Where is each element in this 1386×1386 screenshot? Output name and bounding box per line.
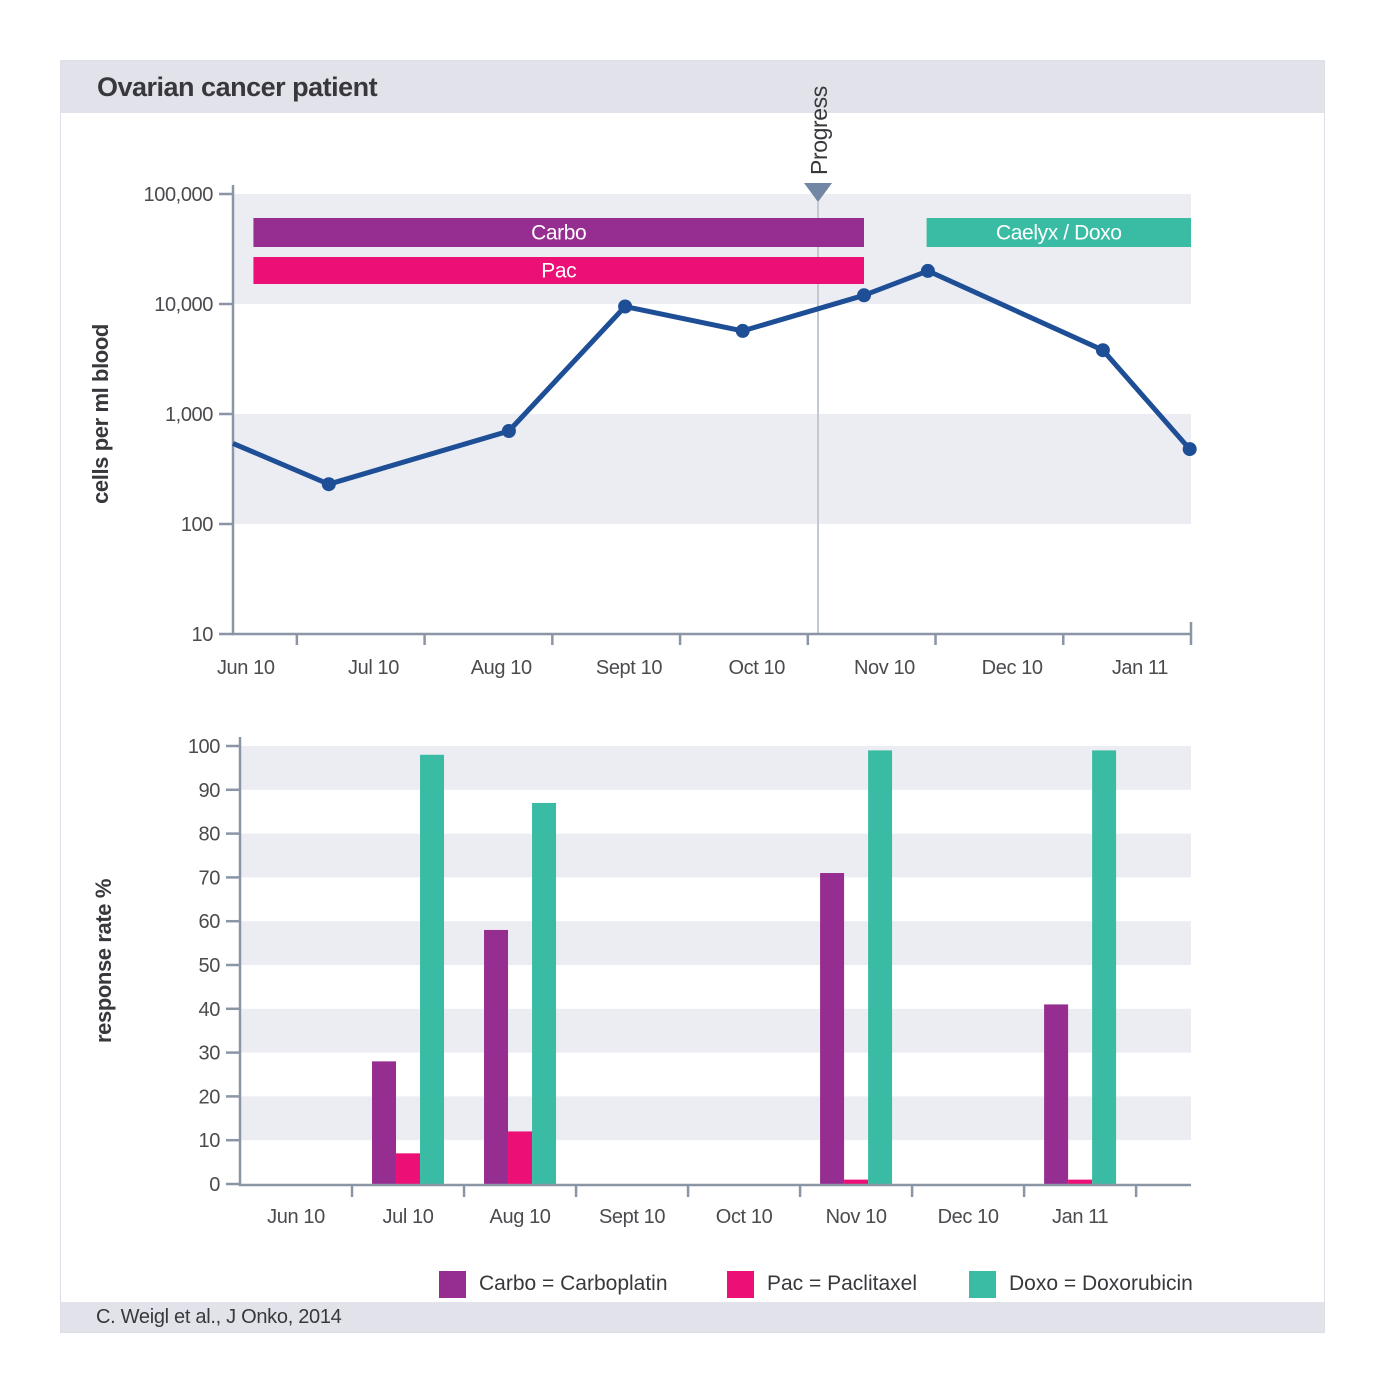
y-tick-label: 10 xyxy=(199,1130,221,1152)
citation-text: C. Weigl et al., J Onko, 2014 xyxy=(96,1306,342,1328)
legend-swatch-carbo-icon xyxy=(439,1270,466,1298)
legend-item-doxo: Doxo = Doxorubicin xyxy=(969,1270,1193,1298)
treatment-bar-label: Caelyx / Doxo xyxy=(996,222,1122,245)
bar-doxo-Jul10 xyxy=(420,754,445,1184)
data-point xyxy=(618,299,633,314)
bar-doxo-Jan11 xyxy=(1092,750,1117,1184)
bar-doxo-Aug10 xyxy=(532,802,557,1184)
plot-stripe xyxy=(240,1096,1191,1141)
x-tick-label: Nov 10 xyxy=(854,657,915,679)
x-tick-label: Oct 10 xyxy=(716,1206,773,1228)
data-point xyxy=(1182,442,1197,457)
y-tick-label: 70 xyxy=(199,867,221,889)
y-tick-label: 100 xyxy=(181,514,213,536)
x-tick-label: Dec 10 xyxy=(982,657,1043,679)
data-point xyxy=(857,288,871,303)
data-point xyxy=(1095,343,1110,358)
x-tick-label: Dec 10 xyxy=(938,1206,999,1228)
x-tick-label: Jun 10 xyxy=(217,657,275,679)
y-tick-label: 60 xyxy=(199,911,221,933)
figure-title: Ovarian cancer patient xyxy=(97,72,378,102)
x-tick-label: Jan 11 xyxy=(1052,1206,1108,1228)
plot-stripe xyxy=(240,746,1191,790)
plot-stripe xyxy=(240,833,1191,878)
y-tick-label: 80 xyxy=(199,824,221,846)
y-tick-label: 10 xyxy=(192,624,214,646)
data-point xyxy=(920,263,935,278)
bar-carbo-Jan11 xyxy=(1044,1004,1069,1184)
ctc-line-chart: Progress Carbo Pac Caelyx / Doxo 100,000 10,0… xyxy=(88,86,1197,679)
treatment-bar-label: Carbo xyxy=(531,222,586,245)
legend-label-pac: Pac = Paclitaxel xyxy=(767,1272,917,1295)
legend-label-carbo: Carbo = Carboplatin xyxy=(479,1272,668,1295)
x-tick-label: Jun 10 xyxy=(267,1206,325,1228)
data-point xyxy=(735,323,750,338)
bar-carbo-Jul10 xyxy=(372,1061,397,1184)
y-tick-label: 90 xyxy=(199,780,221,802)
legend-item-carbo: Carbo = Carboplatin xyxy=(439,1270,668,1298)
legend-label-doxo: Doxo = Doxorubicin xyxy=(1009,1272,1193,1295)
citation-band: C. Weigl et al., J Onko, 2014 xyxy=(61,1302,1324,1332)
bar-pac-Jan11 xyxy=(1068,1179,1093,1184)
progress-label: Progress xyxy=(806,86,832,175)
progress-arrow-icon xyxy=(804,183,833,202)
y-tick-label: 100 xyxy=(188,736,220,758)
x-tick-label: Oct 10 xyxy=(728,657,785,679)
y-tick-label: 20 xyxy=(199,1086,221,1108)
title-band: Ovarian cancer patient xyxy=(61,61,1324,113)
legend-swatch-pac-icon xyxy=(727,1270,754,1298)
bar-pac-Nov10 xyxy=(844,1179,869,1184)
plot-stripe xyxy=(240,921,1191,965)
x-tick-label: Jan 11 xyxy=(1112,657,1168,679)
treatment-bar-pac xyxy=(253,257,865,284)
bar-carbo-Nov10 xyxy=(820,873,845,1184)
response-rate-bar-chart: 0 10 20 30 40 50 60 70 80 90 100 Jun 10 Jul 10 Aug 10… xyxy=(91,736,1191,1228)
x-tick-label: Nov 10 xyxy=(826,1206,887,1228)
y-tick-label: 100,000 xyxy=(144,184,214,206)
figure-container: Ovarian cancer patient Progress Carbo Pac C… xyxy=(60,60,1325,1333)
legend-item-pac: Pac = Paclitaxel xyxy=(727,1270,917,1298)
data-point xyxy=(321,477,336,492)
x-tick-label: Sept 10 xyxy=(599,1206,665,1228)
y-tick-label: 30 xyxy=(199,1043,221,1065)
treatment-bar-label: Pac xyxy=(541,260,576,283)
chart-legend: Carbo = Carboplatin Pac = Paclitaxel Dox… xyxy=(61,1270,1324,1298)
y-tick-label: 0 xyxy=(209,1174,220,1196)
y-tick-label: 50 xyxy=(199,955,221,977)
y-axis-title: cells per ml blood xyxy=(88,324,113,504)
x-tick-label: Aug 10 xyxy=(490,1206,551,1228)
y-tick-label: 10,000 xyxy=(154,294,213,316)
bar-pac-Aug10 xyxy=(508,1131,533,1184)
data-point xyxy=(501,424,516,438)
x-tick-label: Jul 10 xyxy=(383,1206,434,1228)
x-tick-label: Aug 10 xyxy=(471,657,532,679)
plot-stripe xyxy=(240,1008,1191,1053)
bar-pac-Jul10 xyxy=(396,1153,421,1184)
legend-swatch-doxo-icon xyxy=(969,1270,996,1298)
bar-carbo-Aug10 xyxy=(484,929,509,1184)
y-axis-title: response rate % xyxy=(91,879,116,1043)
x-tick-label: Jul 10 xyxy=(348,657,399,679)
y-tick-label: 1,000 xyxy=(165,404,213,426)
plot-stripe xyxy=(233,194,1191,304)
x-tick-label: Sept 10 xyxy=(596,657,662,679)
y-tick-label: 40 xyxy=(199,999,221,1021)
bar-doxo-Nov10 xyxy=(868,750,893,1184)
treatment-bar-carbo xyxy=(253,218,865,247)
plot-stripe xyxy=(233,414,1191,524)
treatment-bar-doxo xyxy=(926,218,1191,247)
